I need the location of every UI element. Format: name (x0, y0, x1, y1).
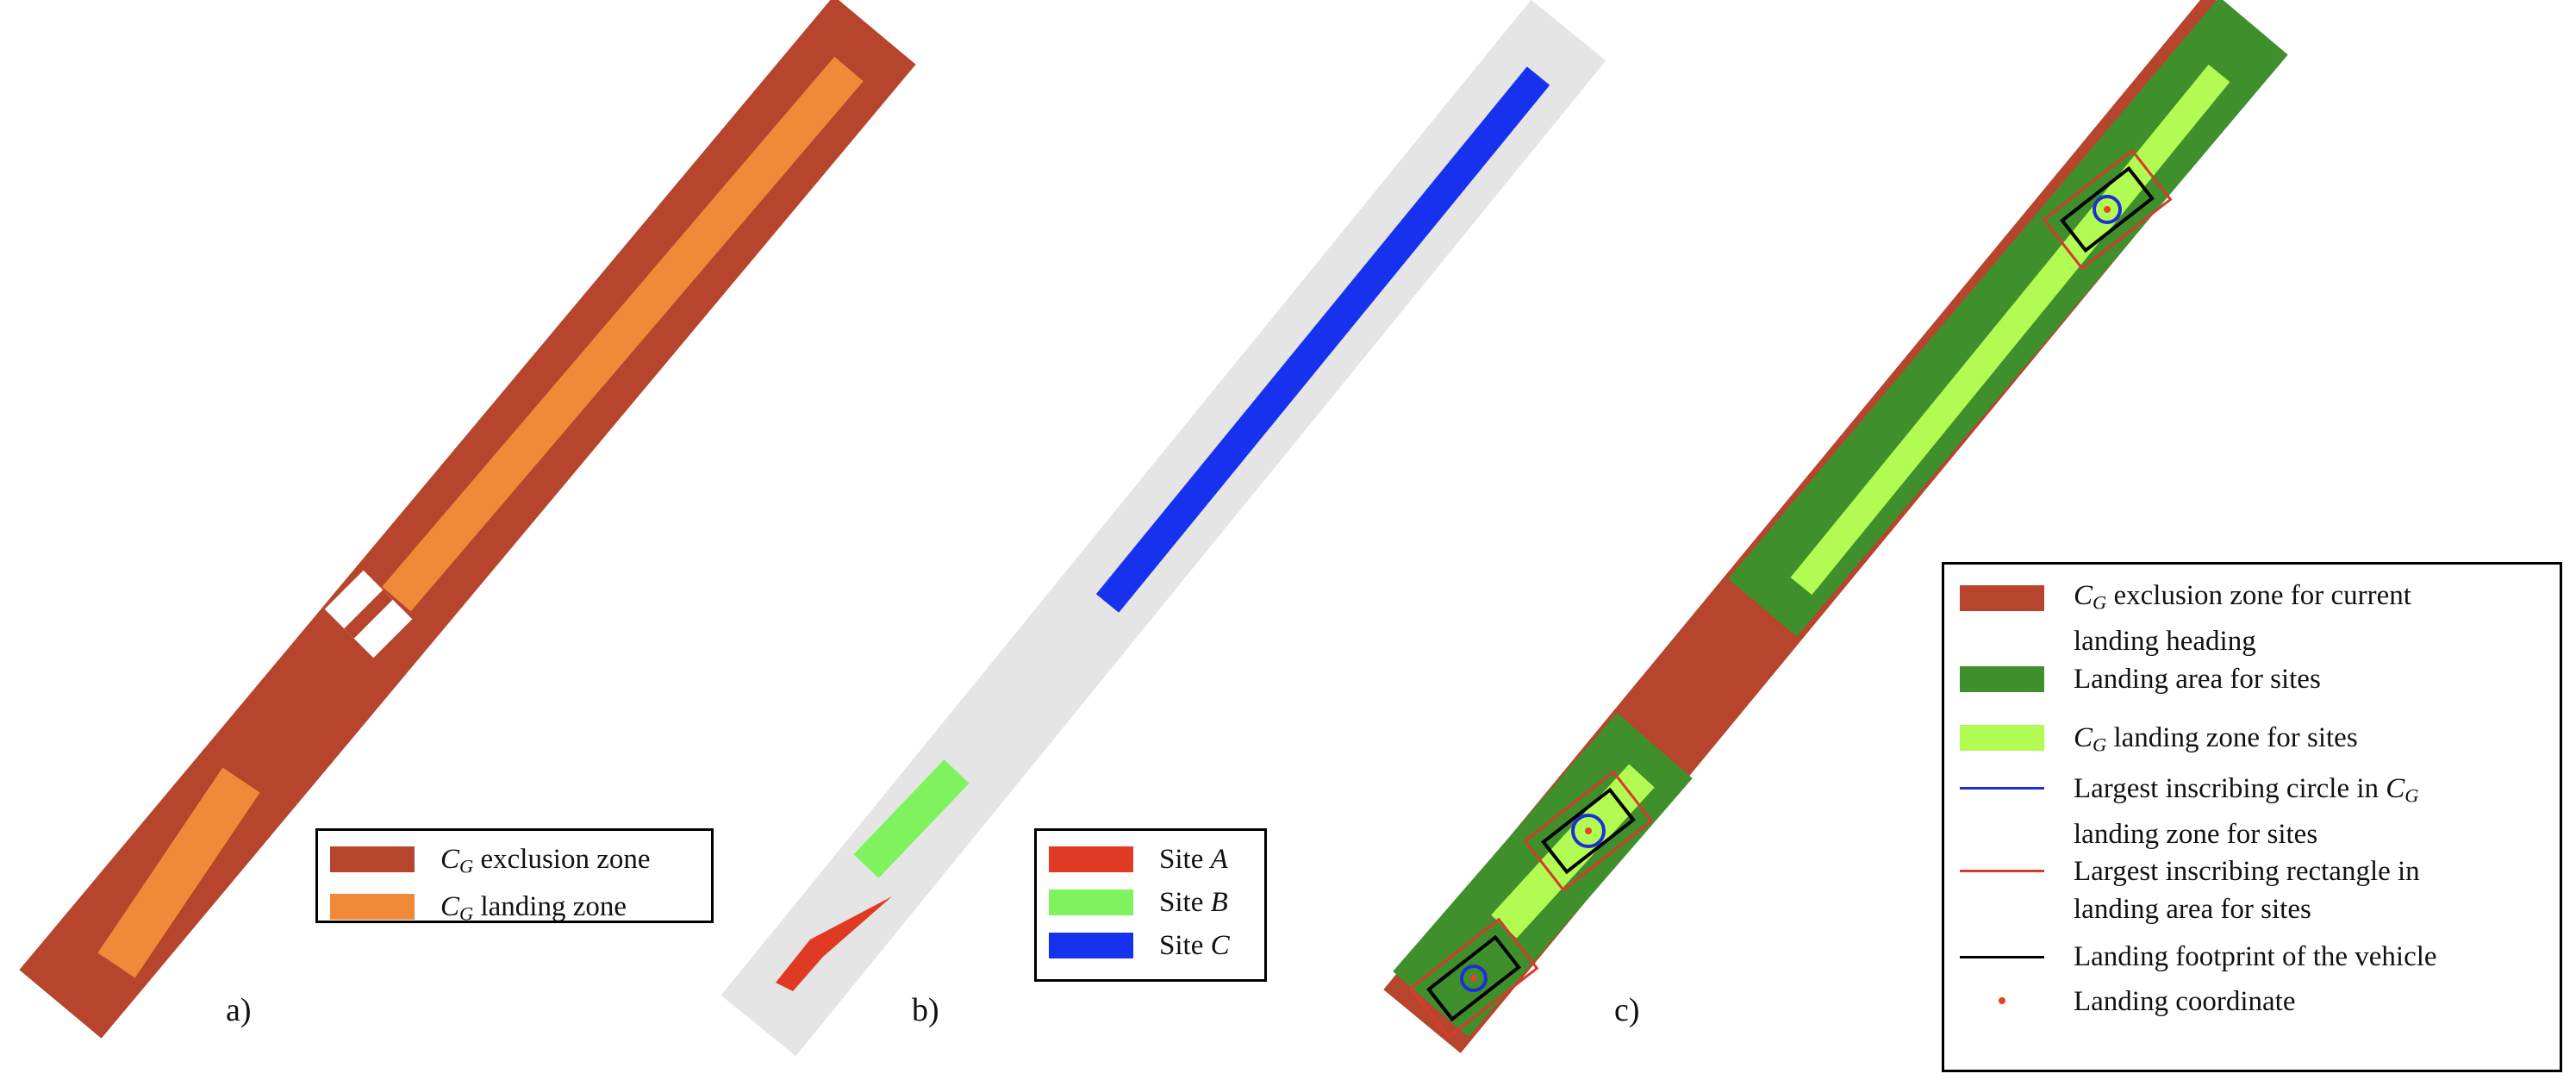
panel-label-a: a) (226, 992, 252, 1028)
legend-c-swatch-landing-zone (1960, 725, 2044, 751)
legend-a-item-exclusion: CG exclusion zone (330, 841, 699, 885)
panel-b-site-b (853, 759, 970, 878)
legend-c-swatch-coordinate (1999, 997, 2005, 1004)
legend-c-label-rectangle: Largest inscribing rectangle in landing … (2074, 856, 2420, 925)
legend-c-item-coordinate: Landing coordinate (1960, 983, 2544, 1025)
legend-c-label-landing-area: Landing area for sites (2074, 664, 2321, 695)
legend-b-label-site-b: Site B (1159, 887, 1228, 918)
legend-c-swatch-landing-area (1960, 666, 2044, 692)
legend-b-swatch-site-a (1049, 846, 1133, 872)
legend-c-item-exclusion: CG exclusion zone for current landing he… (1960, 577, 2544, 661)
legend-c-swatch-circle (1960, 787, 2044, 790)
panel-c-inscribing-rectangle-middle (1523, 770, 1654, 892)
legend-c-item-footprint: Landing footprint of the vehicle (1960, 939, 2544, 983)
panel-c-landing-zone-upper (1790, 64, 2230, 596)
legend-c-item-circle: Largest inscribing circle in CG landing … (1960, 770, 2544, 852)
panel-c-vehicle-footprint-upper (2060, 165, 2155, 253)
legend-a-label-landing: CG landing zone (440, 890, 627, 925)
legend-a-swatch-exclusion (330, 846, 415, 872)
panel-c-landing-coordinate-upper (2104, 206, 2111, 213)
panel-c-landing-coordinate-middle (1585, 827, 1592, 834)
legend-c-label-footprint: Landing footprint of the vehicle (2074, 941, 2437, 972)
panel-c-landing-coordinate-lower (1470, 975, 1477, 982)
legend-b-swatch-site-b (1049, 890, 1133, 915)
panel-c-landing-zone-lower (1491, 764, 1655, 939)
panel-c-inscribing-rectangle-lower (1408, 917, 1539, 1039)
legend-c-swatch-footprint (1960, 956, 2044, 958)
legend-c: CG exclusion zone for current landing he… (1942, 562, 2562, 1072)
panel-c-inscribing-circle-lower (1460, 965, 1488, 992)
panel-c-inscribing-rectangle-upper (2042, 148, 2173, 271)
legend-a-item-landing: CG landing zone (330, 889, 699, 933)
panel-a-gap-fill (344, 590, 393, 639)
panel-c-vehicle-footprint-lower (1426, 934, 1521, 1022)
legend-c-label-circle: Largest inscribing circle in CG landing … (2074, 773, 2419, 850)
panel-a-landing-zone-lower (97, 767, 260, 978)
legend-a-label-exclusion: CG exclusion zone (440, 844, 651, 877)
legend-c-item-landing-area: Landing area for sites (1960, 661, 2544, 720)
panel-label-c: c) (1614, 992, 1640, 1028)
legend-b: Site A Site B Site C (1034, 828, 1267, 982)
legend-c-label-landing-zone: CG landing zone for sites (2074, 722, 2358, 756)
legend-a: CG exclusion zone CG landing zone (315, 828, 714, 924)
panel-c-inscribing-circle-middle (1571, 814, 1606, 848)
panel-a-landing-zone-upper (382, 56, 864, 612)
legend-b-label-site-c: Site C (1159, 930, 1230, 961)
legend-a-swatch-landing (330, 893, 415, 920)
legend-b-item-site-a: Site A (1049, 841, 1252, 877)
legend-b-swatch-site-c (1049, 933, 1133, 958)
legend-b-item-site-c: Site C (1049, 927, 1252, 964)
panel-b-site-a (776, 896, 892, 991)
panel-c-inscribing-circle-upper (2093, 195, 2122, 224)
legend-c-swatch-rectangle (1960, 870, 2044, 872)
panel-c-vehicle-footprint-middle (1541, 787, 1636, 875)
panel-label-b: b) (912, 992, 939, 1028)
legend-c-item-landing-zone: CG landing zone for sites (1960, 720, 2544, 770)
legend-b-item-site-b: Site B (1049, 884, 1252, 921)
panel-b-site-c (1095, 66, 1550, 613)
legend-b-label-site-a: Site A (1159, 844, 1228, 875)
legend-c-item-rectangle: Largest inscribing rectangle in landing … (1960, 852, 2544, 939)
legend-c-swatch-exclusion (1960, 585, 2044, 611)
legend-c-label-exclusion: CG exclusion zone for current landing he… (2074, 580, 2411, 657)
legend-c-label-coordinate: Landing coordinate (2074, 986, 2296, 1017)
